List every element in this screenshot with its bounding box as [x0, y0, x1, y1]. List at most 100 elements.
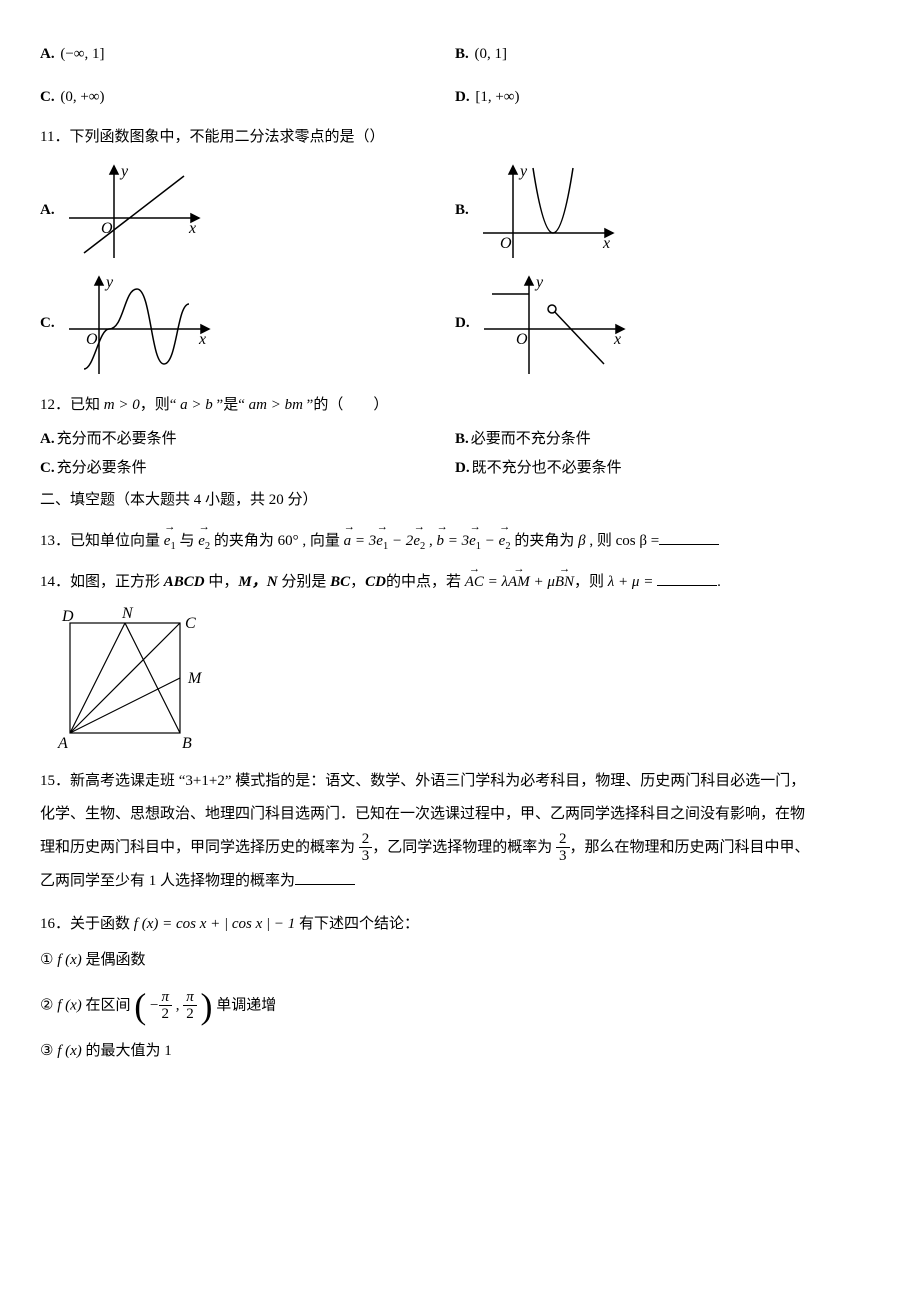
- q11-graph-C: y x O: [59, 269, 219, 379]
- q14-AC: AC: [465, 568, 484, 597]
- q14-BN: BN: [555, 568, 574, 597]
- q14: 14．如图，正方形 ABCD 中，M，N 分别是 BC，CD的中点，若 AC =…: [40, 568, 870, 597]
- q14-lm: λ + μ =: [608, 574, 654, 590]
- q15-line2b-post: ，那么在物理和历史两门科目中甲、: [570, 839, 810, 855]
- q14-figure: D N C M A B: [40, 603, 210, 753]
- q11-opt-B: B.: [455, 196, 469, 225]
- q12-a: a > b: [180, 397, 213, 413]
- svg-text:O: O: [516, 331, 528, 348]
- q12-option-A: A.充分而不必要条件: [40, 425, 455, 454]
- q12-t1: 已知: [70, 397, 104, 413]
- q11-graph-D: y x O: [474, 269, 634, 379]
- q11-graphs-row1: A. y x O B. y x O: [40, 158, 870, 263]
- q12-A-text: 充分而不必要条件: [57, 431, 177, 447]
- opt-label-C: C.: [40, 89, 55, 105]
- section2-header: 二、填空题（本大题共 4 小题，共 20 分）: [40, 486, 870, 515]
- q10-B-text: (0, 1]: [475, 46, 508, 62]
- q15-line2b-pre: 理和历史两门科目中，甲同学选择历史的概率为: [40, 839, 359, 855]
- q13-b: b: [436, 527, 444, 556]
- q12-options-row1: A.充分而不必要条件 B.必要而不充分条件: [40, 425, 870, 454]
- q16-stem: 16．关于函数 f (x) = cos x + | cos x | − 1 有下…: [40, 910, 870, 939]
- q10-option-D: D. [1, +∞): [455, 83, 870, 112]
- q10-D-text: [1, +∞): [475, 89, 519, 105]
- q11-graph-B: y x O: [473, 158, 623, 263]
- q11-number: 11．: [40, 129, 69, 145]
- q13-blank: [659, 529, 719, 545]
- q15: 15．新高考选课走班 “3+1+2” 模式指的是：语文、数学、外语三门学科为必考…: [40, 765, 870, 898]
- svg-text:O: O: [101, 220, 113, 237]
- q13-e1: e1: [164, 527, 176, 557]
- svg-text:O: O: [86, 331, 98, 348]
- q16-fx: f (x) = cos x + | cos x | − 1: [134, 916, 295, 932]
- q13-t2: 与: [176, 533, 199, 549]
- rparen-icon: ): [201, 986, 213, 1026]
- q13-a: a: [344, 527, 352, 556]
- q11-opt-D: D.: [455, 309, 470, 338]
- q12-option-D: D.既不充分也不必要条件: [455, 454, 870, 483]
- q10-option-C: C. (0, +∞): [40, 83, 455, 112]
- svg-text:O: O: [500, 235, 512, 252]
- q10-options-row1: A. (−∞, 1] B. (0, 1]: [40, 40, 870, 69]
- opt-label-B: B.: [455, 46, 469, 62]
- q12-D-text: 既不充分也不必要条件: [472, 460, 622, 476]
- q11-opt-A: A.: [40, 196, 55, 225]
- svg-text:A: A: [57, 735, 68, 752]
- q10-C-text: (0, +∞): [60, 89, 104, 105]
- q12-stem: 12．已知 m > 0，则“ a > b ”是“ am > bm ”的（ ）: [40, 391, 870, 420]
- q15-frac2: 23: [556, 831, 570, 865]
- svg-text:y: y: [104, 274, 114, 291]
- q15-line1: 新高考选课走班 “3+1+2” 模式指的是：语文、数学、外语三门学科为必考科目，…: [70, 773, 805, 789]
- q11-graphs-row2: C. y x O D. y x O: [40, 269, 870, 379]
- q13-t1: 已知单位向量: [70, 533, 164, 549]
- q12-B-text: 必要而不充分条件: [471, 431, 591, 447]
- q13-t4: 的夹角为: [511, 533, 579, 549]
- svg-text:x: x: [188, 220, 196, 237]
- q12-t4: ”的（ ）: [303, 397, 388, 413]
- q15-blank: [295, 869, 355, 885]
- q13-beta: β: [578, 533, 585, 549]
- svg-text:x: x: [602, 235, 610, 252]
- q16-p2: ② f (x) 在区间 ( −π2 , π2 ) 单调递增: [40, 989, 870, 1023]
- q13-e2: e2: [198, 527, 210, 557]
- q11-stem-text: 下列函数图象中，不能用二分法求零点的是（）: [69, 129, 384, 145]
- q15-line3: 乙两同学至少有 1 人选择物理的概率为: [40, 873, 295, 889]
- q13-t3: 的夹角为 60° , 向量: [210, 533, 344, 549]
- svg-text:x: x: [198, 331, 206, 348]
- svg-text:B: B: [182, 735, 192, 752]
- q14-AM: AM: [508, 568, 530, 597]
- svg-text:C: C: [185, 615, 196, 632]
- q15-number: 15．: [40, 773, 70, 789]
- q10-option-B: B. (0, 1]: [455, 40, 870, 69]
- q12-t3: ”是“: [213, 397, 249, 413]
- q13: 13．已知单位向量 e1 与 e2 的夹角为 60° , 向量 a = 3e1 …: [40, 527, 870, 557]
- q12-b: am > bm: [249, 397, 303, 413]
- q16-p3: ③ f (x) 的最大值为 1: [40, 1037, 870, 1066]
- q11-stem: 11．下列函数图象中，不能用二分法求零点的是（）: [40, 123, 870, 152]
- svg-text:M: M: [187, 670, 203, 687]
- q12-number: 12．: [40, 397, 70, 413]
- svg-text:D: D: [61, 608, 74, 625]
- svg-text:N: N: [121, 605, 134, 622]
- lparen-icon: (: [134, 986, 146, 1026]
- q11-opt-C: C.: [40, 309, 55, 338]
- q15-line2b-mid: ，乙同学选择物理的概率为: [372, 839, 556, 855]
- q12-cond: m > 0: [104, 397, 140, 413]
- opt-label-A: A.: [40, 46, 55, 62]
- q13-number: 13．: [40, 533, 70, 549]
- q16-p1: ① f (x) 是偶函数: [40, 946, 870, 975]
- q12-C-text: 充分必要条件: [57, 460, 147, 476]
- q12-option-C: C.充分必要条件: [40, 454, 455, 483]
- q15-line2a: 化学、生物、思想政治、地理四门科目选两门．已知在一次选课过程中，甲、乙两同学选择…: [40, 806, 805, 822]
- q11-graph-A: y x O: [59, 158, 209, 263]
- svg-text:y: y: [518, 163, 528, 180]
- q12-t2: ，则“: [140, 397, 180, 413]
- q10-option-A: A. (−∞, 1]: [40, 40, 455, 69]
- svg-text:y: y: [534, 274, 544, 291]
- q12-option-B: B.必要而不充分条件: [455, 425, 870, 454]
- q10-options-row2: C. (0, +∞) D. [1, +∞): [40, 83, 870, 112]
- svg-text:x: x: [613, 331, 621, 348]
- q14-blank: [657, 570, 717, 586]
- q13-t5: , 则: [586, 533, 616, 549]
- q13-cos: cos β =: [616, 533, 660, 549]
- q10-A-text: (−∞, 1]: [60, 46, 104, 62]
